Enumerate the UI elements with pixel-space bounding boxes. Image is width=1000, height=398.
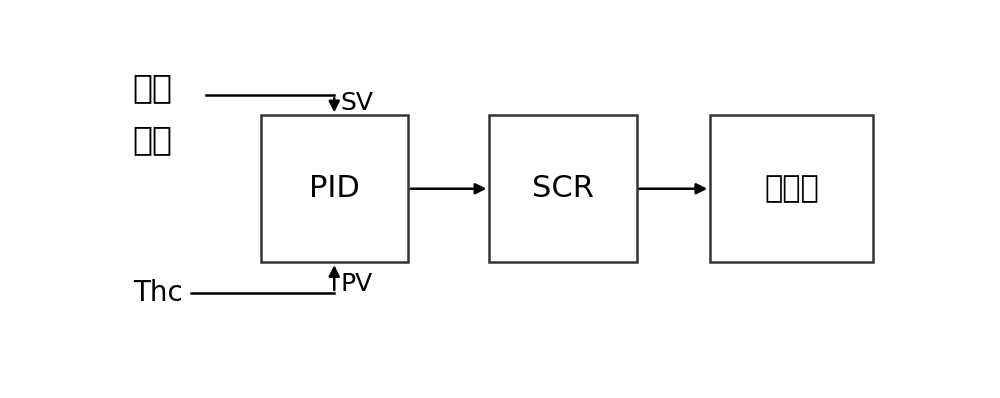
Text: 设定: 设定 <box>133 123 173 156</box>
Text: Thc: Thc <box>133 279 182 307</box>
Text: 用户: 用户 <box>133 71 173 104</box>
Text: SV: SV <box>340 91 373 115</box>
Text: PID: PID <box>309 174 360 203</box>
Text: 发热体: 发热体 <box>764 174 819 203</box>
Bar <box>489 115 637 262</box>
Text: SCR: SCR <box>532 174 594 203</box>
Bar <box>261 115 408 262</box>
Text: PV: PV <box>340 272 373 296</box>
Bar <box>710 115 873 262</box>
